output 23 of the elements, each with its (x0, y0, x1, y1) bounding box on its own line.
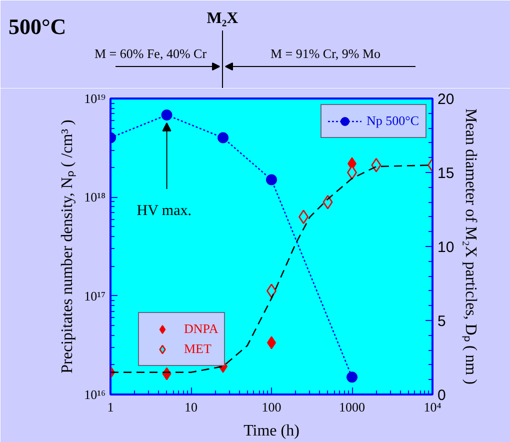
y2-tick-label: 20 (438, 91, 454, 108)
y2-tick-label: 5 (438, 313, 446, 330)
y-tick-label: 10¹⁷ (84, 288, 106, 304)
x-tick-label: 1 (107, 400, 114, 414)
y-tick-label: 10¹⁹ (84, 91, 106, 106)
x-tick-label: 10 (184, 400, 198, 414)
x-tick-label: 100 (262, 400, 282, 414)
y-tick-label: 10¹⁸ (84, 190, 106, 205)
text: M = 60% Fe, 40% Cr (94, 46, 208, 61)
legend-label: Np 500°C (366, 113, 419, 129)
y2-tick-label: 15 (438, 165, 454, 182)
legend-label: MET (184, 341, 212, 357)
y2-tick-label: 10 (438, 239, 454, 256)
text: M = 91% Cr, 9% Mo (270, 46, 381, 61)
chart-title: 500°C (8, 14, 66, 39)
legend-label: DNPA (184, 321, 218, 337)
y-tick-label: 10¹⁶ (84, 387, 106, 402)
text: M₂X (206, 10, 239, 27)
y2-axis-title: Mean diameter of M₂X particles, Dₚ ( nm ) (462, 108, 480, 384)
y-axis-title: Precipitates number density, Nₚ ( /cm³ ) (59, 120, 76, 374)
x-axis-title: Time (h) (244, 422, 300, 440)
x-tick-label: 1000 (339, 400, 365, 414)
annotation: HV max. (136, 203, 192, 220)
